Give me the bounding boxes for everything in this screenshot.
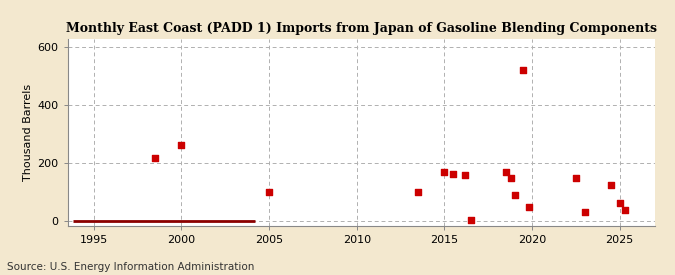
Point [614, 201, 625, 205]
Point [523, 205, 534, 210]
Point [460, 173, 471, 178]
Point [264, 190, 275, 194]
Point [518, 68, 529, 73]
Point [509, 193, 520, 197]
Point [412, 190, 423, 194]
Point [500, 170, 511, 174]
Point [579, 210, 590, 215]
Text: Source: U.S. Energy Information Administration: Source: U.S. Energy Information Administ… [7, 262, 254, 272]
Point [570, 175, 581, 180]
Point [439, 170, 450, 175]
Title: Monthly East Coast (PADD 1) Imports from Japan of Gasoline Blending Components: Monthly East Coast (PADD 1) Imports from… [65, 21, 657, 35]
Point [620, 207, 630, 212]
Point [506, 175, 516, 180]
Point [605, 183, 616, 187]
Point [176, 143, 187, 147]
Point [150, 156, 161, 160]
Point [465, 218, 476, 222]
Point [448, 172, 458, 176]
Y-axis label: Thousand Barrels: Thousand Barrels [23, 83, 33, 181]
